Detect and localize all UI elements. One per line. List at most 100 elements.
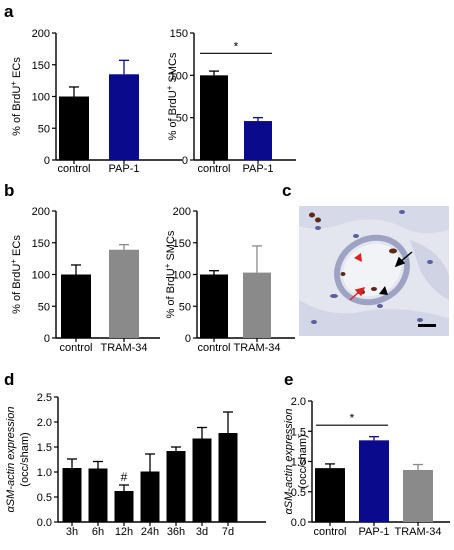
y-tick-label: 2.0 <box>37 417 52 429</box>
y-axis-label-sup: + <box>9 81 18 86</box>
y-axis-label-line2: (occ/sham) <box>19 432 31 486</box>
x-tick-label: 3h <box>66 526 78 538</box>
y-tick-label: 200 <box>173 206 191 218</box>
significance-mark: # <box>121 470 128 484</box>
x-tick-label: TRAM-34 <box>233 342 280 354</box>
y-tick-label: 0.0 <box>37 517 52 529</box>
y-tick-label: 200 <box>32 206 50 218</box>
bar <box>359 440 389 522</box>
y-axis-label-tail: ECs <box>11 235 23 259</box>
black-arrowhead <box>379 286 388 295</box>
y-tick-label: 1.5 <box>291 426 306 438</box>
y-axis-label-main: % of BrdU <box>167 90 179 140</box>
y-axis-label-main: % of BrdU <box>165 268 177 318</box>
bar <box>315 468 345 522</box>
y-tick-label: 2.5 <box>37 392 52 404</box>
y-axis-label-main: % of BrdU <box>11 86 23 136</box>
y-tick-label: 1.0 <box>291 457 306 469</box>
significance-mark: * <box>350 411 355 425</box>
y-tick-label: 150 <box>32 238 50 250</box>
y-tick-label: 150 <box>173 238 191 250</box>
x-tick-label: 7d <box>222 526 234 538</box>
bar <box>192 438 212 522</box>
x-tick-label: TRAM-34 <box>394 526 441 538</box>
bar <box>166 451 186 522</box>
y-axis-label-sup: + <box>165 85 174 90</box>
bar <box>114 491 134 522</box>
y-axis-label-tail: SMCs <box>165 230 177 264</box>
bar <box>140 471 160 522</box>
x-tick-label: 36h <box>167 526 185 538</box>
y-tick-label: 150 <box>170 28 188 40</box>
chart-b-ecs: 0 50 100 150 200 control TRAM-34 % of BrdU+ ECs <box>9 206 160 354</box>
bar <box>62 468 82 522</box>
y-tick-label: 100 <box>32 92 50 104</box>
x-tick-label: 6h <box>92 526 104 538</box>
x-tick-label: 24h <box>141 526 159 538</box>
y-axis-label-sup: + <box>9 259 18 264</box>
micrograph-c <box>299 206 449 336</box>
y-tick-label: 50 <box>38 123 50 135</box>
y-tick-label: 0 <box>185 333 191 345</box>
y-tick-label: 0.0 <box>291 517 306 529</box>
y-axis-label: αSM-actin expression <box>5 407 17 513</box>
x-tick-label: PAP-1 <box>243 163 274 175</box>
panel-label-b: b <box>4 181 14 200</box>
panel-label-e: e <box>284 370 293 389</box>
y-axis-label-line2: (occ/sham) <box>297 434 309 488</box>
y-tick-label: 50 <box>179 301 191 313</box>
y-tick-label: 150 <box>32 60 50 72</box>
chart-d-time-course: 0.0 0.5 1.0 1.5 2.0 2.5 3h 6h 12h 24h 36h 3d 7d # αSM-… <box>5 392 266 538</box>
scale-bar <box>418 324 436 327</box>
y-tick-label: 1.5 <box>37 442 52 454</box>
chart-b-smcs: 0 50 100 150 200 control TRAM-34 % of BrdU+ SMC… <box>163 206 295 354</box>
red-arrowhead <box>354 253 362 262</box>
bar <box>59 96 89 160</box>
y-axis-label-tail: SMCs <box>167 52 179 86</box>
y-axis-label: % of BrdU+ SMCs <box>165 52 179 140</box>
bar <box>200 75 228 160</box>
y-tick-label: 50 <box>176 113 188 125</box>
x-tick-label: 3d <box>196 526 208 538</box>
y-tick-label: 1.0 <box>37 467 52 479</box>
y-tick-label: 0 <box>44 155 50 167</box>
black-arrow <box>394 251 413 268</box>
panel-label-c: c <box>282 181 291 200</box>
bar <box>109 249 139 338</box>
panel-label-d: d <box>4 370 14 389</box>
bar <box>88 468 108 522</box>
panel-label-a: a <box>4 2 14 21</box>
chart-e-treatment: 0.0 0.5 1.0 1.5 2.0 control PAP-1 TRAM-34 * αSM-a… <box>283 396 450 538</box>
x-tick-label: PAP-1 <box>359 526 390 538</box>
bar <box>200 274 228 338</box>
vessel-wall <box>334 234 410 306</box>
bar <box>109 74 139 160</box>
x-tick-label: control <box>313 526 346 538</box>
y-axis-label-sup: + <box>163 263 172 268</box>
y-tick-label: 50 <box>38 301 50 313</box>
y-tick-label: 0 <box>182 155 188 167</box>
x-tick-label: 12h <box>115 526 133 538</box>
y-axis-label-main: % of BrdU <box>11 264 23 314</box>
y-tick-label: 100 <box>170 70 188 82</box>
bar <box>403 469 433 522</box>
red-arrow <box>349 286 366 301</box>
bar <box>244 121 272 160</box>
x-tick-label: PAP-1 <box>109 163 140 175</box>
y-tick-label: 2.0 <box>291 396 306 408</box>
y-axis-label-tail: ECs <box>11 57 23 81</box>
x-tick-label: control <box>57 163 90 175</box>
x-tick-label: control <box>197 342 230 354</box>
y-tick-label: 100 <box>32 270 50 282</box>
y-tick-label: 0.5 <box>291 487 306 499</box>
bar <box>243 272 271 338</box>
y-tick-label: 100 <box>173 270 191 282</box>
y-tick-label: 200 <box>32 28 50 40</box>
y-axis-label: αSM-actin expression <box>283 409 295 515</box>
y-axis-label: % of BrdU+ ECs <box>9 235 23 314</box>
x-tick-label: control <box>59 342 92 354</box>
significance-mark: * <box>234 39 239 53</box>
y-axis-label: % of BrdU+ SMCs <box>163 230 177 318</box>
